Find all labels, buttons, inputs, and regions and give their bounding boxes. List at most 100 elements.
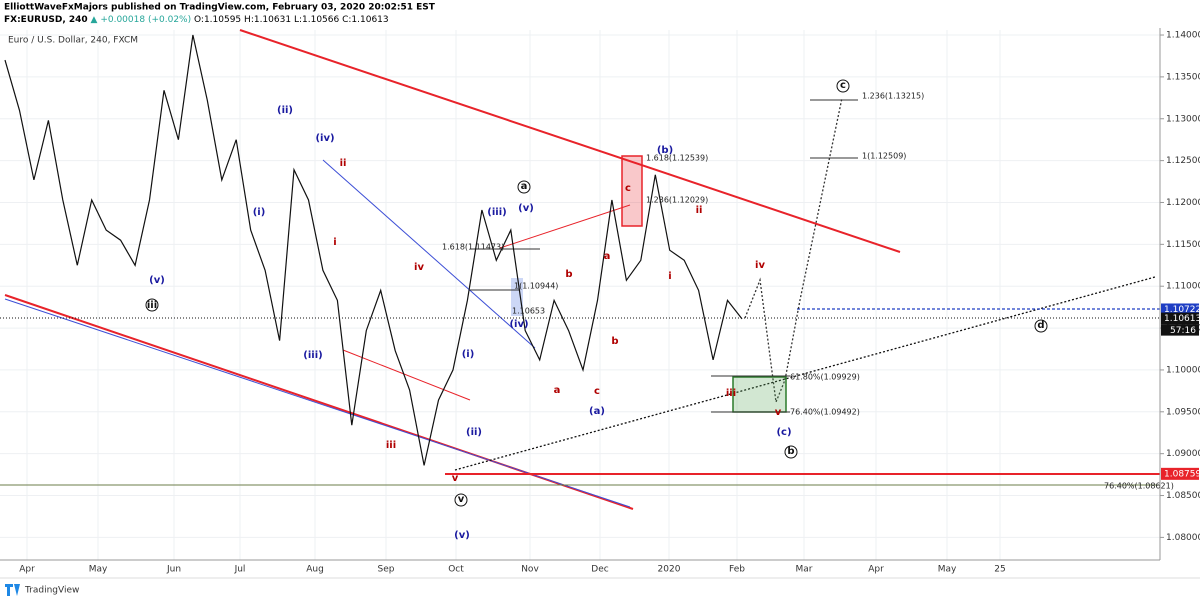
y-tick-label: 1.12000 xyxy=(1166,198,1200,208)
wave-label: ii xyxy=(340,158,347,169)
wave-label: b xyxy=(565,269,572,280)
wave-circle xyxy=(784,445,798,459)
x-tick-label: Dec xyxy=(591,565,608,575)
price-tag-label: 1.10722 xyxy=(1164,305,1200,315)
x-tick-label: Feb xyxy=(729,565,745,575)
wave-label: a xyxy=(604,251,611,262)
y-tick-label: 1.10000 xyxy=(1166,365,1200,375)
wave-label: iii xyxy=(386,440,396,451)
wave-label: b xyxy=(611,336,618,347)
x-tick-label: Apr xyxy=(19,565,35,575)
fib-label: 1(1.12509) xyxy=(862,152,906,161)
wave-labels: (ii) (iv) ii (i) i (v) iii (iii) iv iii … xyxy=(145,79,1048,541)
x-tick-label: Nov xyxy=(521,565,539,575)
change: ▲ +0.00018 (+0.02%) xyxy=(91,15,192,25)
x-tick-label: 2020 xyxy=(658,565,681,575)
wave-label: (b) xyxy=(657,145,673,156)
y-tick-label: 1.08000 xyxy=(1166,533,1200,543)
target-box xyxy=(621,155,643,227)
high: H:1.10631 xyxy=(244,15,291,25)
wave-label: (iii) xyxy=(487,207,506,218)
wave-label: (i) xyxy=(462,349,475,360)
wave-label: (iii) xyxy=(303,350,322,361)
axis-labels: 1.080001.085001.090001.095001.100001.105… xyxy=(19,31,1200,575)
wave-label: (ii) xyxy=(466,427,482,438)
fib-label: 76.40%(1.08621) xyxy=(1104,482,1174,491)
trend-line xyxy=(499,204,631,249)
wave-circle xyxy=(145,298,159,312)
wave-label: a xyxy=(521,181,528,192)
price-tag-label: 1.08759 xyxy=(1164,469,1200,479)
fib-label: 1.10653 xyxy=(512,307,545,316)
wave-circle xyxy=(517,180,531,194)
trend-line xyxy=(239,29,901,253)
x-tick-label: Mar xyxy=(796,565,813,575)
wave-label: iv xyxy=(755,260,765,271)
wave-circle xyxy=(1034,319,1048,333)
drawings xyxy=(0,29,1160,510)
x-tick-label: Apr xyxy=(868,565,884,575)
wave-label: (a) xyxy=(589,406,605,417)
x-tick-label: May xyxy=(89,565,108,575)
wave-label: d xyxy=(1037,320,1044,331)
fib-label: 1.618(1.12539) xyxy=(646,154,708,163)
fib-label: 1.618(1.11473) xyxy=(442,243,504,252)
trend-line xyxy=(4,298,631,508)
y-tick-label: 1.13500 xyxy=(1166,72,1200,82)
x-tick-label: Oct xyxy=(448,565,464,575)
wave-label: i xyxy=(668,271,671,282)
trend-line xyxy=(322,159,536,349)
wave-label: (iv) xyxy=(315,133,334,144)
fib-label: 1.236(1.12029) xyxy=(646,196,708,205)
wave-label: ii xyxy=(696,205,703,216)
x-tick-label: Aug xyxy=(306,565,324,575)
y-tick-label: 1.09500 xyxy=(1166,407,1200,417)
wave-label: iii xyxy=(147,300,157,311)
y-tick-label: 1.11500 xyxy=(1166,240,1200,250)
wave-label: iii xyxy=(726,388,736,399)
highlight xyxy=(511,278,523,316)
price-tag xyxy=(1161,303,1199,316)
wave-circle xyxy=(454,493,468,507)
wave-label: i xyxy=(333,237,336,248)
close: C:1.10613 xyxy=(342,15,389,25)
wave-label: c xyxy=(594,386,600,397)
wave-label: (v) xyxy=(454,530,470,541)
wave-label: (i) xyxy=(253,207,266,218)
open: O:1.10595 xyxy=(194,15,241,25)
wave-label: v xyxy=(452,473,459,484)
wave-label: (v) xyxy=(518,203,534,214)
y-tick-label: 1.13000 xyxy=(1166,114,1200,124)
wave-label: a xyxy=(554,385,561,396)
wave-label: c xyxy=(840,80,846,91)
x-tick-label: Jun xyxy=(166,565,181,575)
wave-label: (ii) xyxy=(277,105,293,116)
countdown-tag xyxy=(1161,324,1199,336)
symbol: FX:EURUSD, 240 ▲ +0.00018 (+0.02%) O:1.1… xyxy=(4,15,389,25)
wave-label: (iv) xyxy=(509,319,528,330)
grid xyxy=(0,30,1160,560)
wave-label: v xyxy=(775,407,782,418)
x-tick-label: Jul xyxy=(234,565,246,575)
fib-label: 76.40%(1.09492) xyxy=(790,408,860,417)
fib-label: 1(1.10944) xyxy=(514,282,558,291)
y-tick-label: 1.11000 xyxy=(1166,282,1200,292)
wave-label: (v) xyxy=(149,275,165,286)
trend-line xyxy=(342,349,471,401)
x-tick-label: Sep xyxy=(378,565,395,575)
logo xyxy=(5,584,20,596)
wave-label: c xyxy=(625,183,631,194)
wave-label: iv xyxy=(414,262,424,273)
publisher: ElliottWaveFxMajors published on Trading… xyxy=(4,3,436,13)
wave-label: (c) xyxy=(776,427,791,438)
y-tick-label: 1.14000 xyxy=(1166,31,1200,41)
y-tick-label: 1.09000 xyxy=(1166,449,1200,459)
wave-label: b xyxy=(787,446,794,457)
y-tick-label: 1.12500 xyxy=(1166,156,1200,166)
fib-labels: 1.618(1.12539) 1.236(1.12029) 1.618(1.11… xyxy=(442,92,1174,491)
price-line xyxy=(4,34,743,466)
wave-label: v xyxy=(458,494,465,505)
fib-label: 1.236(1.13215) xyxy=(862,92,924,101)
